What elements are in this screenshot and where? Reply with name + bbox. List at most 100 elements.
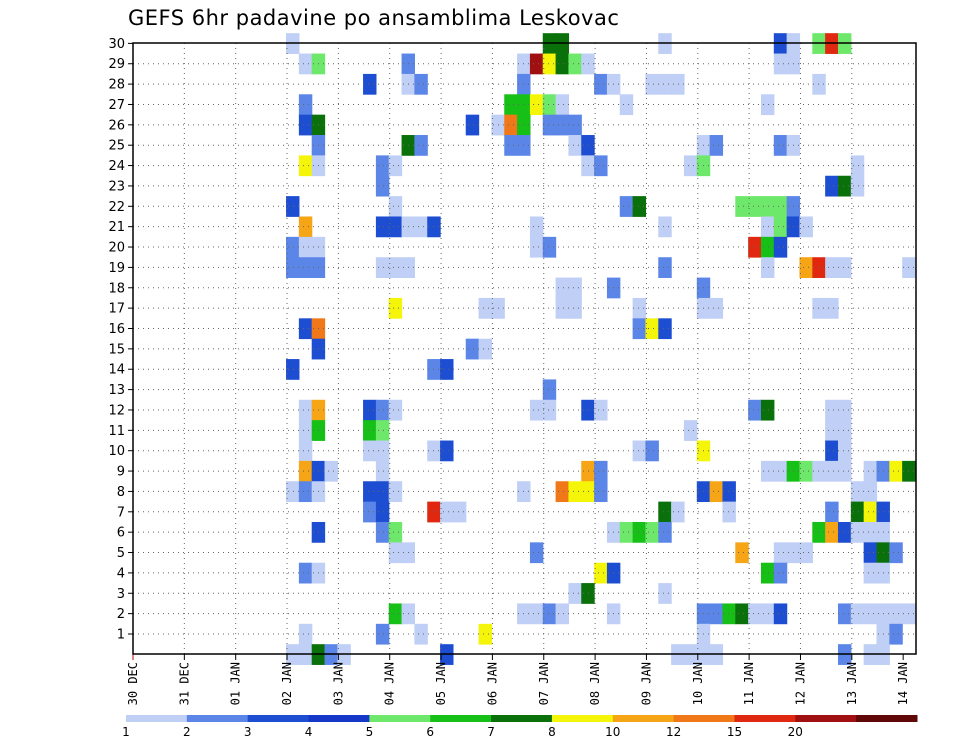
heatmap-cell [632,196,647,217]
heatmap-cell [375,460,390,482]
heatmap-cell [825,501,839,523]
heatmap-cell [594,399,608,421]
heatmap-cell [388,481,403,503]
colorbar-segment [734,715,796,722]
heatmap-cell [760,216,775,238]
heatmap-cell [542,603,557,625]
heatmap-cell [529,603,544,625]
heatmap-cell [671,501,685,523]
heatmap-cell [773,196,788,217]
heatmap-cell [683,155,698,177]
y-tick-label: 30 [108,37,125,52]
heatmap-cell [760,399,775,421]
heatmap-cell [529,216,544,238]
y-tick-label: 1 [117,628,125,643]
heatmap-cell [581,399,595,421]
heatmap-cell [465,114,480,136]
heatmap-cell [568,583,582,604]
heatmap-cell [286,236,300,258]
heatmap-cell [812,297,826,319]
colorbar-segment [126,715,188,722]
heatmap-cell [555,603,570,625]
colorbar-label: 5 [366,725,374,739]
colorbar-label: 4 [305,725,313,739]
plot-frame [132,42,917,655]
colorbar-segment [612,715,675,722]
x-tick-label: 31 DEC [177,662,191,705]
heatmap-cell [465,338,480,360]
y-tick-label: 14 [108,363,125,378]
heatmap-cell [375,481,390,503]
heatmap-cell [773,216,788,238]
heatmap-cell [748,399,762,421]
y-tick-label: 12 [108,403,125,418]
heatmap-cell [581,155,595,177]
heatmap-cell [889,460,903,482]
x-tick-label: 03 JAN [331,662,345,705]
heatmap-cell [568,114,582,136]
heatmap-cell [760,257,775,278]
heatmap-cell [542,236,557,258]
heatmap-cell [632,318,647,340]
heatmap-cell [375,175,390,197]
colorbar-segment [491,715,553,722]
heatmap-cell [594,460,608,482]
heatmap-cell [388,542,403,564]
y-tick-label: 18 [108,281,125,296]
heatmap-cell [478,623,493,645]
heatmap-cell [773,53,788,75]
heatmap-cell [298,257,313,278]
heatmap-cell [748,236,762,258]
heatmap-cell [568,297,582,319]
y-tick-label: 23 [108,179,125,194]
heatmap-cell [581,135,595,156]
y-tick-label: 25 [108,139,125,154]
heatmap-cell [812,521,826,543]
heatmap-cell [529,53,544,75]
heatmap-cell [324,460,338,482]
heatmap-cell [709,481,724,503]
heatmap-cell [298,481,313,503]
heatmap-cell [735,196,749,217]
heatmap-cell [542,399,557,421]
heatmap-cell [581,53,595,75]
heatmap-cell [799,460,813,482]
y-tick-label: 15 [108,342,125,357]
colorbar-segment [673,715,735,722]
heatmap-cell [658,216,672,238]
heatmap-cell [414,73,428,95]
heatmap-cell [645,73,659,95]
heatmap-cell [363,481,377,503]
heatmap-cell [658,318,672,340]
colorbar-label: 20 [788,725,803,739]
x-tick-label: 07 JAN [537,662,551,705]
heatmap-cell [375,501,390,523]
colorbar-label: 12 [666,725,681,739]
heatmap-cell [286,481,300,503]
heatmap-cell [375,420,390,441]
heatmap-cell [375,257,390,278]
heatmap-cell [529,94,544,116]
heatmap-cell [773,460,788,482]
heatmap-cell [388,257,403,278]
colorbar-label: 10 [605,725,620,739]
x-tick-label: 14 JAN [896,662,910,705]
heatmap-cell [863,542,878,564]
heatmap-cell [632,297,647,319]
heatmap-cell [529,399,544,421]
heatmap-cell [837,175,852,197]
heatmap-cell [388,297,403,319]
colorbar-segment [308,715,370,722]
heatmap-cell [850,175,865,197]
heatmap-cell [837,440,852,462]
heatmap-cell [748,196,762,217]
heatmap-cell [825,175,839,197]
heatmap-cell [414,216,428,238]
chart-title: GEFS 6hr padavine po ansamblima Leskovac [128,6,620,30]
heatmap-cell [375,623,390,645]
heatmap-cell [863,562,878,584]
heatmap-cell [298,420,313,441]
colorbar-label: 2 [183,725,191,739]
colorbar-label: 6 [426,725,434,739]
